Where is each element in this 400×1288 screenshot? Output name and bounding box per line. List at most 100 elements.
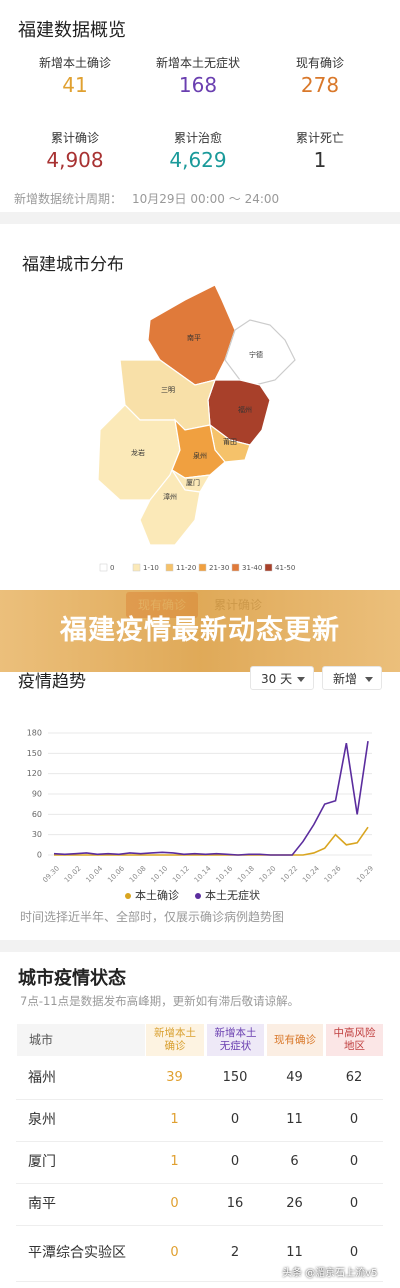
city-label: 南平 bbox=[187, 333, 201, 342]
subtitle: 7点-11点是数据发布高峰期，更新如有滞后敬请谅解。 bbox=[20, 994, 300, 1008]
table-cell: 11 bbox=[286, 1112, 303, 1127]
dropdown[interactable]: 新增 bbox=[322, 666, 382, 690]
table-cell: 16 bbox=[226, 1196, 244, 1211]
dropdown-arrow bbox=[297, 677, 305, 682]
table-cell: 0 bbox=[230, 1112, 240, 1127]
table-cell: 1 bbox=[170, 1154, 179, 1169]
stat-label: 现有确诊 bbox=[295, 56, 344, 70]
legend-label: 0 bbox=[110, 564, 114, 572]
table-cell: 0 bbox=[349, 1154, 359, 1169]
table-cell: 福州 bbox=[28, 1070, 56, 1086]
stat-label: 累计死亡 bbox=[295, 131, 344, 145]
x-tick-label: 10.10 bbox=[150, 864, 170, 884]
city-label: 莆田 bbox=[223, 437, 237, 446]
stat-value: 278 bbox=[300, 73, 340, 97]
legend-swatch bbox=[132, 563, 141, 572]
y-tick-label: 90 bbox=[32, 790, 42, 799]
x-tick-label: 10.16 bbox=[214, 864, 234, 884]
legend-swatch bbox=[264, 563, 273, 572]
table-cell: 平潭综合实验区 bbox=[28, 1245, 126, 1261]
table-header-cell: 现有确诊 bbox=[266, 1024, 323, 1056]
y-tick-label: 120 bbox=[27, 769, 42, 778]
city-label: 宁德 bbox=[249, 350, 263, 359]
legend-label: 31-40 bbox=[242, 564, 262, 572]
stat-label: 新增本土无症状 bbox=[155, 56, 240, 70]
x-tick-label: 10.14 bbox=[193, 864, 213, 884]
table-cell: 0 bbox=[230, 1154, 240, 1169]
section-title: 疫情趋势 bbox=[18, 672, 86, 692]
x-tick-label: 10.29 bbox=[355, 864, 375, 884]
table-cell: 2 bbox=[230, 1245, 240, 1260]
legend-marker bbox=[125, 893, 131, 899]
table-cell: 0 bbox=[349, 1196, 359, 1211]
table-cell: 南平 bbox=[28, 1196, 56, 1212]
table-cell: 0 bbox=[349, 1245, 359, 1260]
table-cell: 0 bbox=[170, 1196, 179, 1211]
table-cell: 39 bbox=[166, 1070, 183, 1085]
period-label: 新增数据统计周期： bbox=[14, 192, 123, 206]
table-header-cell: 中高风险地区 bbox=[325, 1024, 383, 1056]
y-tick-label: 30 bbox=[32, 830, 42, 839]
dropdown[interactable]: 30 天 bbox=[250, 666, 314, 690]
row-divider bbox=[16, 1099, 383, 1100]
legend-swatch bbox=[99, 563, 108, 572]
y-tick-label: 180 bbox=[27, 729, 42, 738]
banner: 福建疫情最新动态更新 bbox=[0, 590, 400, 672]
table-cell: 泉州 bbox=[28, 1112, 56, 1128]
section-title: 福建数据概览 bbox=[18, 20, 126, 41]
stat-value: 168 bbox=[178, 73, 218, 97]
table-header-cell: 新增本土无症状 bbox=[206, 1024, 264, 1056]
line-series bbox=[54, 826, 369, 856]
separator bbox=[0, 940, 400, 952]
table-cell: 厦门 bbox=[28, 1154, 56, 1170]
region bbox=[139, 468, 201, 546]
y-tick-label: 150 bbox=[27, 749, 42, 758]
row-divider bbox=[16, 1225, 383, 1226]
table-cell: 6 bbox=[290, 1154, 299, 1169]
table-header-cell: 城市 bbox=[16, 1024, 145, 1056]
section-title: 城市疫情状态 bbox=[18, 968, 126, 989]
legend-label: 本土无症状 bbox=[205, 888, 260, 902]
table-cell: 62 bbox=[345, 1070, 363, 1085]
x-tick-label: 10.04 bbox=[85, 864, 105, 884]
x-tick-label: 10.08 bbox=[128, 864, 148, 884]
stat-value: 4,629 bbox=[169, 148, 227, 172]
table-header-cell: 新增本土确诊 bbox=[145, 1024, 204, 1056]
legend-swatch bbox=[165, 563, 174, 572]
stat-value: 4,908 bbox=[46, 148, 104, 172]
line-series bbox=[53, 741, 369, 856]
section-title: 福建城市分布 bbox=[22, 255, 124, 275]
city-label: 三明 bbox=[161, 386, 175, 394]
table-cell: 49 bbox=[286, 1070, 303, 1085]
watermark: 头条 @湄京石上流v5 bbox=[282, 1268, 378, 1279]
x-tick-label: 10.26 bbox=[323, 864, 343, 884]
row-divider bbox=[16, 1141, 383, 1142]
legend-marker bbox=[195, 893, 201, 899]
region bbox=[171, 418, 226, 479]
legend-label: 本土确诊 bbox=[135, 888, 179, 902]
city-label: 龙岩 bbox=[131, 448, 145, 457]
city-label: 厦门 bbox=[186, 478, 200, 487]
table-cell: 1 bbox=[170, 1112, 179, 1127]
stat-label: 累计治愈 bbox=[173, 131, 222, 145]
table-cell: 11 bbox=[286, 1245, 303, 1260]
stat-label: 新增本土确诊 bbox=[38, 56, 111, 70]
x-tick-label: 10.06 bbox=[106, 864, 126, 884]
legend-label: 11-20 bbox=[176, 564, 196, 572]
legend-swatch bbox=[198, 563, 207, 572]
row-divider bbox=[16, 1183, 383, 1184]
row-divider bbox=[16, 1281, 383, 1282]
y-tick-label: 0 bbox=[37, 851, 42, 860]
stat-label: 累计确诊 bbox=[50, 131, 99, 145]
legend-label: 21-30 bbox=[209, 564, 229, 572]
y-tick-label: 60 bbox=[32, 810, 42, 819]
legend-swatch bbox=[231, 563, 240, 572]
city-label: 泉州 bbox=[193, 451, 207, 460]
legend-label: 1-10 bbox=[143, 564, 159, 572]
stat-value: 1 bbox=[313, 148, 327, 172]
table-cell: 0 bbox=[349, 1112, 359, 1127]
x-tick-label: 10.20 bbox=[258, 864, 278, 884]
